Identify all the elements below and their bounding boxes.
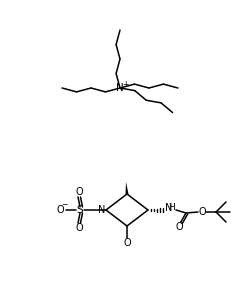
Text: H: H	[169, 204, 175, 212]
Polygon shape	[125, 182, 129, 194]
Text: O: O	[75, 223, 83, 233]
Text: −: −	[61, 201, 67, 210]
Text: N: N	[98, 205, 106, 215]
Text: +: +	[122, 80, 128, 89]
Text: O: O	[123, 238, 131, 248]
Text: O: O	[198, 207, 206, 217]
Text: O: O	[75, 187, 83, 197]
Text: O: O	[176, 222, 183, 231]
Text: S: S	[77, 205, 83, 215]
Text: N: N	[165, 203, 173, 213]
Text: O: O	[56, 205, 64, 215]
Text: N: N	[116, 83, 124, 93]
